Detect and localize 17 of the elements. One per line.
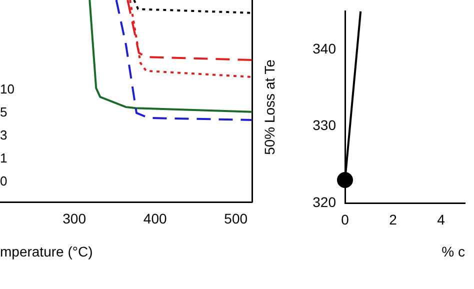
x-tick-label: 300 (62, 210, 86, 226)
x-axis-title: mperature (°C) (0, 243, 93, 260)
x-tick-label: 400 (143, 210, 167, 226)
annotation: 3 (0, 128, 8, 143)
y-tick-label: 330 (312, 117, 336, 134)
annotation: 5 (0, 104, 8, 120)
y-tick-label: 320 (312, 194, 336, 210)
x-tick-label: 4 (437, 211, 446, 228)
x-axis-title: % c (442, 243, 465, 260)
annotation: 0 (0, 174, 8, 189)
x-tick-label: 2 (389, 211, 398, 228)
x-tick-label: 500 (224, 210, 248, 226)
annotation: 10 (0, 82, 14, 97)
y-axis-title: 50% Loss at Te (261, 59, 278, 155)
y-tick-label: 340 (312, 40, 336, 57)
x-tick-label: 0 (341, 211, 350, 228)
annotation: 1 (0, 150, 8, 166)
